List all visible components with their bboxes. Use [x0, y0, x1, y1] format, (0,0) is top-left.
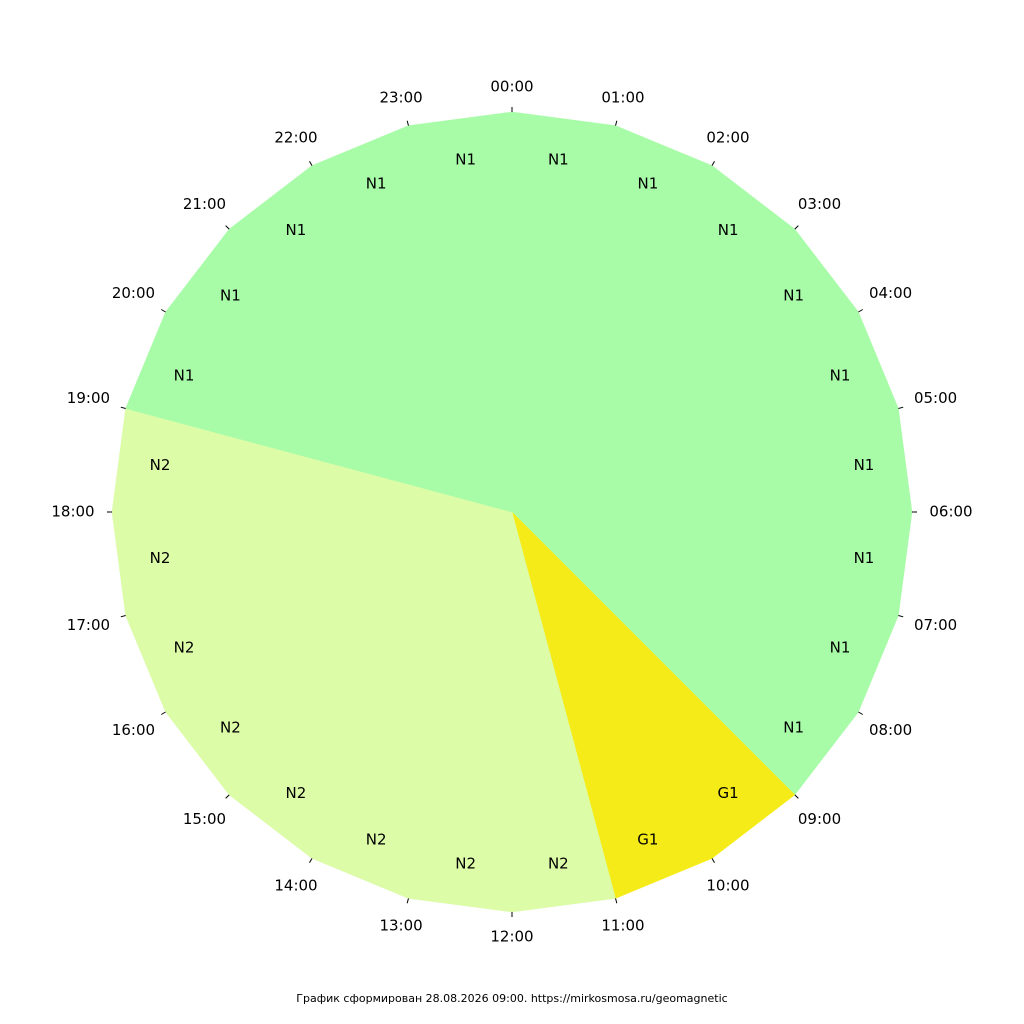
- hour-label: 09:00: [798, 810, 841, 828]
- segment-label: N2: [548, 854, 569, 872]
- segment-label: N2: [150, 549, 171, 567]
- hour-label: 03:00: [798, 195, 841, 213]
- tick: [711, 161, 715, 166]
- segment-label: N1: [366, 175, 387, 193]
- segment-label: N1: [783, 286, 804, 304]
- segment-label: N1: [718, 221, 739, 239]
- tick: [615, 898, 618, 904]
- segment-label: N2: [366, 830, 387, 848]
- segment-label: N1: [854, 549, 875, 567]
- tick: [406, 120, 409, 126]
- tick: [120, 615, 126, 618]
- hour-label: 13:00: [379, 917, 422, 935]
- segment-label: G1: [718, 784, 739, 802]
- segment-label: N1: [637, 175, 658, 193]
- labels: N1 N1 N1 N1 N1 N1 N1 N1 N1 G1 G1 N2 N2 N2 N2 N2 N2 N2 N2 N1…: [51, 78, 972, 946]
- hour-label: 04:00: [869, 284, 912, 302]
- segment-label: N2: [220, 719, 241, 737]
- tick: [615, 120, 618, 126]
- tick: [406, 898, 409, 904]
- hour-label: 15:00: [183, 810, 226, 828]
- hour-label: 20:00: [112, 284, 155, 302]
- tick: [858, 711, 863, 715]
- hour-label: 11:00: [601, 917, 644, 935]
- tick: [858, 309, 863, 313]
- segment-label: G1: [637, 830, 658, 848]
- hour-label: 16:00: [112, 721, 155, 739]
- footer: График сформирован 28.08.2026 09:00. htt…: [296, 992, 727, 1005]
- segments: [111, 111, 913, 913]
- hour-label: 05:00: [914, 389, 957, 407]
- hour-label: 22:00: [274, 128, 317, 146]
- hour-label: 12:00: [490, 928, 533, 946]
- tick: [225, 225, 230, 230]
- hour-label: 14:00: [274, 877, 317, 895]
- segment: [408, 111, 513, 513]
- hour-label: 06:00: [929, 503, 972, 521]
- tick: [898, 615, 904, 618]
- tick: [161, 711, 166, 715]
- hour-label: 19:00: [67, 389, 110, 407]
- segment-label: N2: [150, 456, 171, 474]
- hour-label: 23:00: [379, 88, 422, 106]
- tick: [225, 794, 230, 799]
- segment-label: N1: [220, 286, 241, 304]
- tick: [898, 406, 904, 409]
- segment-label: N1: [830, 638, 851, 656]
- tick: [309, 858, 313, 863]
- hour-label: 08:00: [869, 721, 912, 739]
- segment-label: N2: [455, 854, 476, 872]
- tick: [309, 161, 313, 166]
- tick: [794, 225, 799, 230]
- segment-label: N2: [174, 638, 195, 656]
- tick: [794, 794, 799, 799]
- hour-label: 10:00: [706, 877, 749, 895]
- segment-label: N2: [286, 784, 307, 802]
- segment-label: N1: [455, 151, 476, 169]
- segment-label: N1: [783, 719, 804, 737]
- hour-label: 00:00: [490, 78, 533, 96]
- segment-label: N1: [548, 151, 569, 169]
- hour-label: 07:00: [914, 616, 957, 634]
- hour-label: 17:00: [67, 616, 110, 634]
- tick: [120, 406, 126, 409]
- segment-label: N1: [286, 221, 307, 239]
- hour-label: 01:00: [601, 88, 644, 106]
- hour-label: 02:00: [706, 128, 749, 146]
- hour-label: 18:00: [51, 503, 94, 521]
- segment-label: N1: [854, 456, 875, 474]
- tick: [711, 858, 715, 863]
- tick: [161, 309, 166, 313]
- segment-label: N1: [830, 367, 851, 385]
- segment-label: N1: [174, 367, 195, 385]
- hour-label: 21:00: [183, 195, 226, 213]
